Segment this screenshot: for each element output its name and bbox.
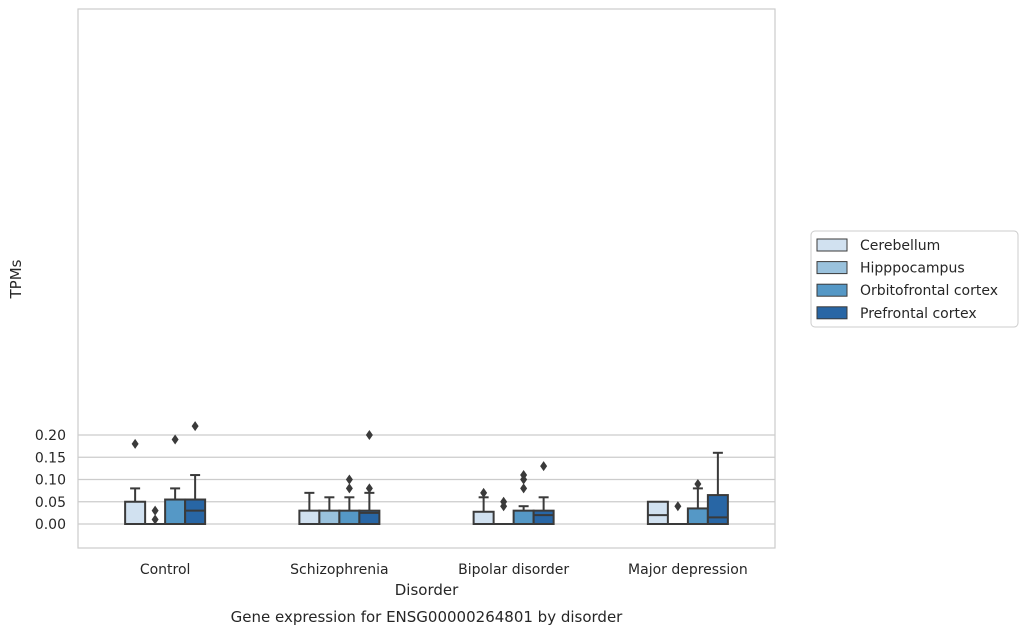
legend-swatch xyxy=(816,306,848,320)
box-body xyxy=(318,509,341,525)
box-orbitofrontal-cortex xyxy=(686,478,709,525)
y-tick-label: 0.15 xyxy=(35,450,66,466)
box-hipppocampus xyxy=(145,505,166,525)
plot-frame xyxy=(77,8,776,549)
y-tick-label: 0.10 xyxy=(35,473,66,489)
outlier-point xyxy=(480,487,488,498)
box-body xyxy=(472,510,495,526)
legend-label: Hipppocampus xyxy=(860,261,965,277)
box-prefrontal-cortex xyxy=(532,461,555,525)
outlier-point xyxy=(191,421,199,432)
box-cerebellum xyxy=(298,491,321,525)
legend-label: Orbitofrontal cortex xyxy=(860,283,998,299)
box-body xyxy=(184,498,207,525)
box-hipppocampus xyxy=(667,501,688,525)
x-axis-label: Disorder xyxy=(395,581,459,599)
legend-label: Prefrontal cortex xyxy=(860,306,977,322)
box-orbitofrontal-cortex xyxy=(338,474,361,525)
legend-swatch xyxy=(816,238,848,252)
box-hipppocampus xyxy=(493,496,514,525)
box-cerebellum xyxy=(124,438,147,525)
box-body xyxy=(532,509,555,525)
boxes xyxy=(124,421,729,526)
box-body xyxy=(686,507,709,525)
box-body xyxy=(358,509,381,525)
box-body xyxy=(512,509,535,525)
y-tick-label: 0.20 xyxy=(35,428,66,444)
outlier-point xyxy=(345,483,353,494)
legend-swatch xyxy=(816,283,848,297)
outlier-point xyxy=(500,496,508,507)
box-cerebellum xyxy=(646,500,669,525)
x-tick-labels: Control Schizophrenia Bipolar disorder Majo… xyxy=(140,562,748,578)
box-cerebellum xyxy=(472,487,495,526)
outlier-point xyxy=(365,430,373,440)
outlier-point xyxy=(151,505,159,516)
outlier-point xyxy=(131,438,139,449)
x-tick-label: Major depression xyxy=(628,562,748,578)
box-body xyxy=(124,500,147,525)
x-tick-label: Control xyxy=(140,562,191,578)
legend: Cerebellum Hipppocampus Orbitofrontal cort… xyxy=(810,230,1019,328)
outlier-point xyxy=(540,461,548,472)
box-prefrontal-cortex xyxy=(358,430,381,525)
outlier-point xyxy=(674,501,682,512)
box-orbitofrontal-cortex xyxy=(512,470,535,525)
x-tick-label: Schizophrenia xyxy=(290,562,388,578)
legend-swatch xyxy=(816,261,848,275)
legend-label: Cerebellum xyxy=(860,238,940,254)
outlier-point xyxy=(520,483,528,494)
outlier-point xyxy=(520,470,528,481)
box-body xyxy=(706,494,729,526)
outlier-point xyxy=(171,434,179,445)
x-tick-label: Bipolar disorder xyxy=(458,562,569,578)
box-body xyxy=(298,509,321,525)
box-prefrontal-cortex xyxy=(184,421,207,525)
outlier-point xyxy=(694,478,702,489)
outlier-point xyxy=(345,474,353,485)
box-prefrontal-cortex xyxy=(706,451,729,526)
y-axis-label: TPMs xyxy=(7,259,25,299)
y-tick-label: 0.05 xyxy=(35,495,66,511)
box-body xyxy=(338,509,361,525)
y-tick-labels: 0.00 0.05 0.10 0.15 0.20 xyxy=(35,428,66,533)
outlier-point xyxy=(365,483,373,494)
chart-caption: Gene expression for ENSG00000264801 by d… xyxy=(231,608,624,626)
box-body xyxy=(164,498,187,525)
legend-frame xyxy=(810,230,1019,328)
y-tick-label: 0.00 xyxy=(35,517,66,533)
outlier-point xyxy=(151,514,159,525)
box-body xyxy=(646,500,669,525)
